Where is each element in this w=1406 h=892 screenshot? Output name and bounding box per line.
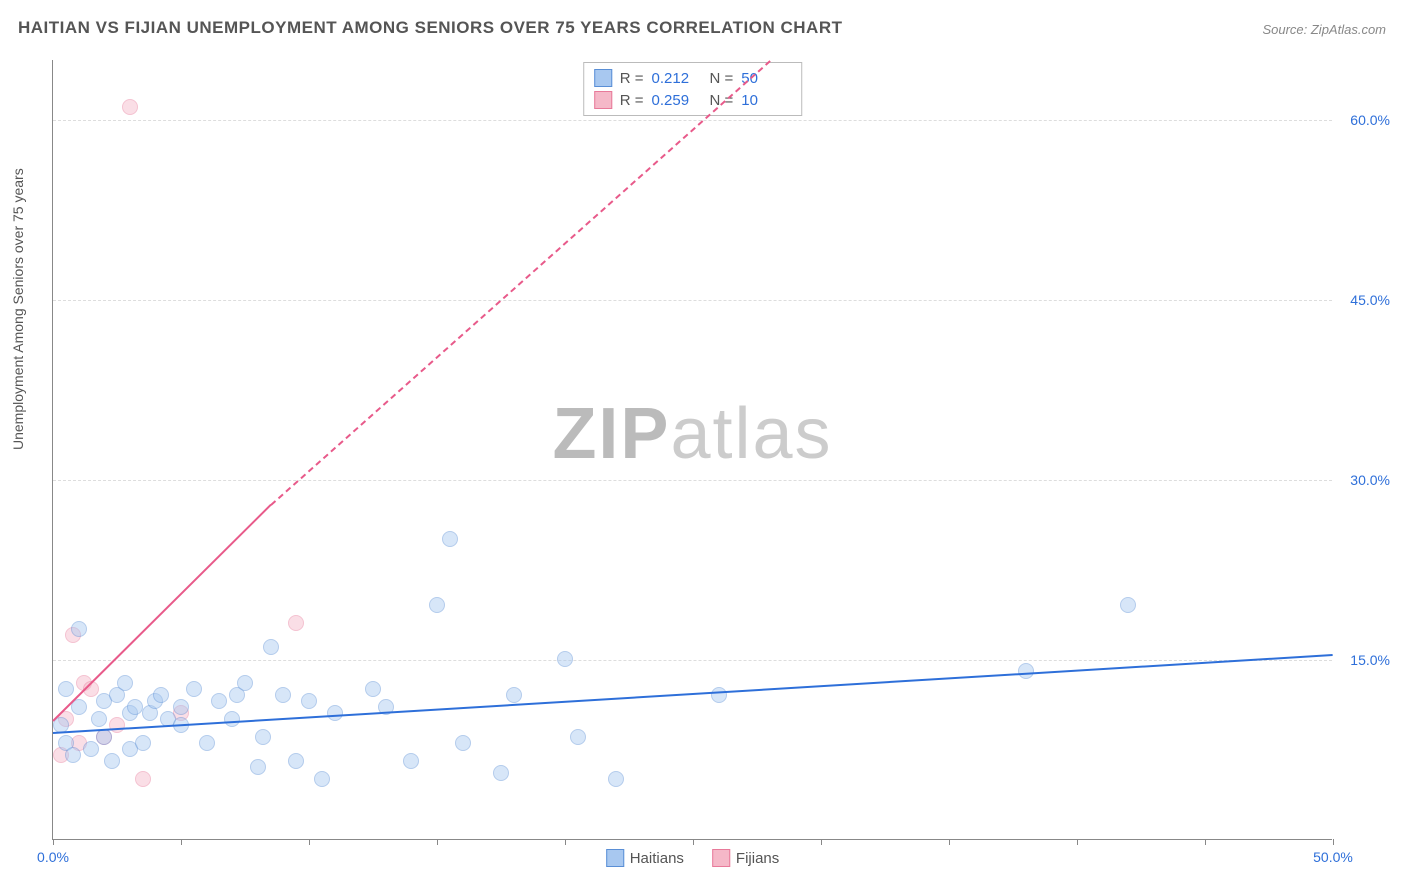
x-tick: [53, 839, 54, 845]
x-tick-label: 50.0%: [1313, 849, 1353, 865]
haitian-point: [71, 621, 87, 637]
haitian-point: [224, 711, 240, 727]
legend: Haitians Fijians: [606, 849, 780, 867]
haitian-point: [255, 729, 271, 745]
haitian-point: [91, 711, 107, 727]
watermark: ZIPatlas: [552, 393, 832, 475]
fijian-point: [122, 99, 138, 115]
haitian-point: [211, 693, 227, 709]
haitian-point: [442, 531, 458, 547]
haitian-point: [173, 699, 189, 715]
r-label: R =: [620, 92, 644, 109]
gridline: [53, 660, 1332, 661]
haitian-point: [1018, 663, 1034, 679]
x-tick: [1205, 839, 1206, 845]
x-tick: [1333, 839, 1334, 845]
legend-item: Haitians: [606, 849, 684, 867]
haitian-point: [83, 741, 99, 757]
r-label: R =: [620, 70, 644, 87]
gridline: [53, 480, 1332, 481]
haitian-point: [314, 771, 330, 787]
n-value: 10: [741, 92, 791, 109]
chart-title: HAITIAN VS FIJIAN UNEMPLOYMENT AMONG SEN…: [18, 18, 842, 38]
legend-label: Fijians: [736, 850, 779, 867]
haitian-point: [557, 651, 573, 667]
haitian-point: [263, 639, 279, 655]
chart-plot-area: ZIPatlas R =0.212N =50R =0.259N =10 Hait…: [52, 60, 1332, 840]
haitian-point: [65, 747, 81, 763]
haitian-point: [429, 597, 445, 613]
haitian-point: [135, 735, 151, 751]
y-tick-label: 60.0%: [1350, 112, 1390, 128]
haitian-point: [570, 729, 586, 745]
stats-swatch: [594, 91, 612, 109]
x-tick: [693, 839, 694, 845]
legend-swatch: [712, 849, 730, 867]
x-tick: [821, 839, 822, 845]
legend-item: Fijians: [712, 849, 779, 867]
legend-label: Haitians: [630, 850, 684, 867]
x-tick: [1077, 839, 1078, 845]
haitian-point: [153, 687, 169, 703]
legend-swatch: [606, 849, 624, 867]
haitian-point: [493, 765, 509, 781]
fijian-trendline-dashed: [270, 60, 771, 505]
x-tick: [309, 839, 310, 845]
y-tick-label: 15.0%: [1350, 652, 1390, 668]
haitian-point: [117, 675, 133, 691]
stats-swatch: [594, 69, 612, 87]
haitian-point: [127, 699, 143, 715]
haitian-point: [288, 753, 304, 769]
r-value: 0.212: [652, 70, 702, 87]
haitian-point: [711, 687, 727, 703]
correlation-stats-box: R =0.212N =50R =0.259N =10: [583, 62, 803, 116]
fijian-point: [288, 615, 304, 631]
haitian-point: [275, 687, 291, 703]
haitian-point: [365, 681, 381, 697]
haitian-point: [186, 681, 202, 697]
x-tick-label: 0.0%: [37, 849, 69, 865]
x-tick: [949, 839, 950, 845]
haitian-point: [455, 735, 471, 751]
haitian-point: [506, 687, 522, 703]
fijian-point: [135, 771, 151, 787]
haitian-point: [199, 735, 215, 751]
haitian-point: [327, 705, 343, 721]
x-tick: [565, 839, 566, 845]
x-tick: [437, 839, 438, 845]
haitian-point: [58, 681, 74, 697]
haitian-point: [104, 753, 120, 769]
y-axis-label: Unemployment Among Seniors over 75 years: [10, 168, 26, 450]
y-tick-label: 30.0%: [1350, 472, 1390, 488]
gridline: [53, 120, 1332, 121]
haitian-point: [608, 771, 624, 787]
stats-row: R =0.259N =10: [594, 89, 792, 111]
stats-row: R =0.212N =50: [594, 67, 792, 89]
haitian-point: [250, 759, 266, 775]
x-tick: [181, 839, 182, 845]
haitian-point: [237, 675, 253, 691]
source-attribution: Source: ZipAtlas.com: [1262, 22, 1386, 37]
haitian-point: [96, 729, 112, 745]
haitian-point: [1120, 597, 1136, 613]
haitian-point: [403, 753, 419, 769]
haitian-point: [301, 693, 317, 709]
y-tick-label: 45.0%: [1350, 292, 1390, 308]
fijian-point: [109, 717, 125, 733]
n-label: N =: [710, 70, 734, 87]
gridline: [53, 300, 1332, 301]
r-value: 0.259: [652, 92, 702, 109]
